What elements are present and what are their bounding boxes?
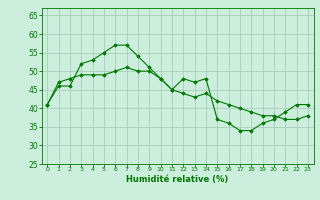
X-axis label: Humidité relative (%): Humidité relative (%) — [126, 175, 229, 184]
